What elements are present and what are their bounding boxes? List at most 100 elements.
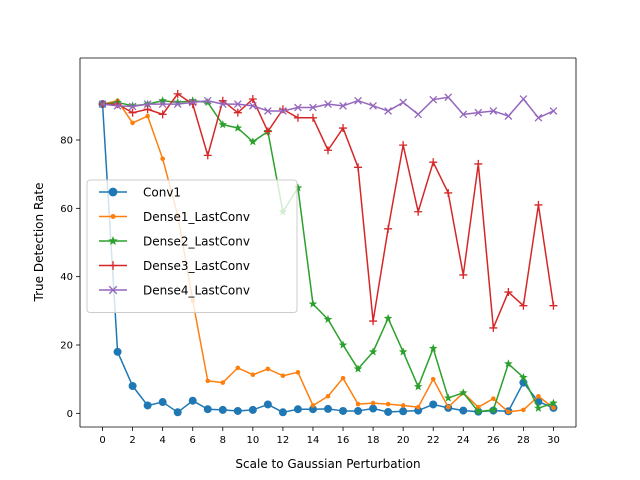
data-point <box>414 207 423 216</box>
y-tick-label: 0 <box>67 409 73 420</box>
data-point <box>143 401 152 410</box>
data-point <box>429 400 438 409</box>
data-point <box>400 403 406 408</box>
x-tick-label: 0 <box>99 435 105 446</box>
data-point <box>369 404 378 413</box>
data-point <box>310 403 316 408</box>
data-point <box>324 404 332 413</box>
series-dense3-lastconv <box>98 89 558 332</box>
data-point <box>339 406 348 415</box>
data-point <box>128 382 137 390</box>
data-point <box>173 97 182 107</box>
data-point <box>429 95 438 104</box>
data-point <box>519 372 528 382</box>
data-point <box>278 105 287 114</box>
x-tick-label: 4 <box>159 435 165 446</box>
legend: Conv1 Dense1_LastConv Dense2_LastConv Dense… <box>86 179 298 313</box>
data-point <box>173 100 182 108</box>
data-point <box>414 406 423 415</box>
data-point <box>384 107 392 115</box>
data-point <box>293 183 303 192</box>
data-point <box>308 299 318 308</box>
data-point <box>428 343 438 353</box>
data-point <box>445 404 451 410</box>
x-tick-label: 10 <box>246 435 259 446</box>
data-point <box>323 314 333 324</box>
data-point <box>459 406 468 415</box>
data-point <box>338 340 348 349</box>
data-point <box>188 98 197 107</box>
data-point <box>369 317 378 326</box>
data-point <box>265 366 271 372</box>
data-point <box>308 405 317 414</box>
data-point <box>368 347 378 356</box>
legend-item: Dense2_LastConv <box>99 235 250 249</box>
data-point <box>113 101 122 110</box>
data-point <box>354 406 363 415</box>
data-point <box>248 137 258 146</box>
x-tick-label: 14 <box>307 435 320 446</box>
data-point <box>504 288 513 297</box>
data-point <box>504 112 513 120</box>
data-point <box>295 370 301 375</box>
y-tick-label: 20 <box>60 341 73 352</box>
legend-item: Conv1 <box>99 186 181 200</box>
data-point <box>489 107 498 115</box>
data-point <box>325 393 331 399</box>
data-point <box>145 113 150 119</box>
data-point <box>536 393 541 399</box>
data-point <box>459 110 468 119</box>
data-point <box>399 141 408 150</box>
data-point <box>278 408 287 417</box>
data-point <box>324 146 332 155</box>
data-point <box>398 347 408 356</box>
legend-label: Conv1 <box>143 186 181 200</box>
data-point <box>551 405 556 411</box>
data-point <box>188 396 197 405</box>
data-point <box>474 159 483 168</box>
data-point <box>384 407 393 416</box>
data-point <box>383 313 393 322</box>
legend-item: Dense1_LastConv <box>99 210 250 224</box>
data-point <box>158 110 167 119</box>
data-point <box>128 108 137 117</box>
plot-area <box>98 89 558 417</box>
data-point <box>339 124 348 133</box>
data-point <box>128 101 137 110</box>
data-point <box>293 405 302 414</box>
data-point <box>355 401 361 407</box>
legend-label: Dense1_LastConv <box>143 210 250 224</box>
data-point <box>218 100 227 108</box>
data-point <box>188 100 197 109</box>
data-point <box>519 301 528 310</box>
data-point <box>370 400 376 406</box>
x-tick-label: 20 <box>397 435 410 446</box>
data-point <box>369 101 377 110</box>
data-point <box>399 407 408 416</box>
data-point <box>430 376 436 382</box>
data-point <box>309 103 317 112</box>
data-point <box>218 405 227 414</box>
legend-label: Dense2_LastConv <box>143 235 250 249</box>
data-point <box>504 359 513 368</box>
data-point <box>521 407 526 413</box>
data-point <box>203 96 212 105</box>
legend-item: Dense4_LastConv <box>99 284 250 298</box>
data-point <box>158 100 167 108</box>
data-point <box>324 100 332 108</box>
x-tick-label: 18 <box>367 435 380 446</box>
data-point <box>293 113 302 122</box>
x-tick-label: 16 <box>337 435 350 446</box>
y-tick-label: 40 <box>60 272 73 283</box>
axes-frame <box>79 57 577 428</box>
data-point <box>385 401 391 407</box>
data-point <box>263 400 272 409</box>
data-point <box>415 404 421 410</box>
data-point <box>534 403 543 412</box>
data-point <box>489 405 498 414</box>
data-point <box>263 127 272 136</box>
x-tick-label: 24 <box>457 435 470 446</box>
x-tick-label: 26 <box>487 435 500 446</box>
data-point <box>250 372 256 378</box>
data-point <box>203 97 213 107</box>
